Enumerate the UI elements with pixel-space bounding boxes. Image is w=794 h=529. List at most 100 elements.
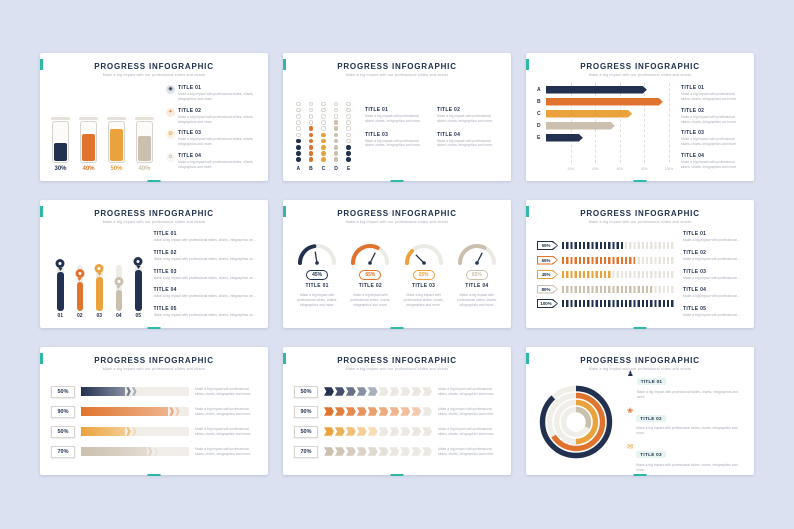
bar-fill [561, 300, 674, 307]
segment [334, 407, 345, 416]
corner-accent-bar [526, 59, 529, 70]
percent-box: 90% [51, 405, 75, 418]
segment [367, 427, 378, 436]
slide-canvas: 50% Make a big impact with professional s… [51, 377, 257, 466]
bar-fill [561, 256, 635, 264]
legend-text: TITLE 04 Make a big impact with professio… [437, 132, 500, 149]
gridline [644, 83, 646, 163]
bar-track [546, 134, 669, 142]
gauge-percent-pill: 45% [306, 269, 329, 280]
slide-card-gradient-arrow-bars: PROGRESS INFOGRAPHIC Make a big impact w… [40, 347, 268, 476]
footer-accent-bar [390, 474, 404, 476]
dot [296, 126, 301, 131]
bar-track [561, 256, 674, 264]
legend-title: TITLE 01 [683, 231, 707, 237]
legend-title: TITLE 03 [178, 130, 202, 137]
slide-subtitle: Make a big impact with our professional … [345, 72, 449, 77]
placeholder-text: Make a big impact with professional slid… [195, 426, 252, 436]
placeholder-text: Make a big impact with professional slid… [153, 238, 255, 242]
placeholder-text: Make a big impact with professional slid… [636, 426, 738, 436]
percent-arrow-tag-inner [538, 257, 557, 264]
segment [356, 407, 367, 416]
dot [321, 144, 326, 150]
slide-card-jar-fill: PROGRESS INFOGRAPHIC Make a big impact w… [40, 53, 268, 182]
jar-cap [79, 117, 98, 120]
segment [422, 447, 433, 456]
legend-item: TITLE 01 Make a big impact with professio… [365, 107, 428, 124]
legend-text: TITLE 02 Make a big impact with professio… [437, 107, 500, 124]
legend-item: TITLE 02 Make a big impact with professio… [437, 107, 500, 124]
legend-text: TITLE 01 Make a big impact with professio… [636, 370, 743, 399]
legend-title: TITLE 01 [153, 231, 177, 237]
gauge-title: TITLE 03 [412, 283, 436, 290]
legend-title: TITLE 03 [364, 131, 389, 138]
footer-accent-bar [147, 474, 161, 476]
pin-bar-label: 03 [96, 313, 103, 319]
segment-track [324, 387, 433, 396]
dot [333, 114, 339, 119]
legend-item: TITLE 04 Make a big impact with professio… [681, 153, 743, 170]
segment [378, 427, 389, 436]
legend-item: TITLE 03 Make a big impact with professio… [681, 130, 743, 147]
slide-canvas: 01 02 03 04 05 TITLE 01 Make a big impact with… [51, 230, 257, 319]
slide-canvas: A B C D E 20% 40% 60% 80% 100% TITLE 01 Make a big … [537, 83, 743, 172]
slide-subtitle: Make a big impact with our professional … [588, 72, 692, 77]
pin-bar-chart: 01 02 03 04 05 TITLE 01 Make a big impact with… [51, 230, 257, 319]
legend-text: TITLE 05 Make a big impact with professio… [154, 306, 258, 318]
percent-label: 55% [541, 243, 551, 248]
dot [308, 120, 314, 125]
placeholder-text: Make a big impact with professional slid… [683, 275, 737, 280]
segment [367, 407, 378, 416]
legend-item: TITLE 03 Make a big impact with professio… [154, 269, 258, 281]
corner-accent-bar [40, 59, 43, 70]
legend-title: TITLE 04 [178, 153, 202, 160]
jar-glass [52, 121, 69, 163]
footer-accent-bar [633, 180, 647, 182]
slide-subtitle: Make a big impact with our professional … [345, 219, 449, 224]
pin-head [133, 256, 143, 266]
segment [378, 407, 389, 416]
footer-accent-bar [147, 180, 161, 182]
legend-item: TITLE 02 Make a big impact with professio… [154, 250, 258, 262]
pin-bar-label: 04 [115, 313, 122, 319]
pin-bars: 01 02 03 04 05 [55, 240, 143, 319]
placeholder-text: Make a big impact with professional slid… [438, 446, 495, 456]
placeholder-text: Make a big impact with professional slid… [195, 446, 252, 456]
sun-icon: ❂ [166, 130, 175, 140]
segment [367, 387, 378, 396]
bar-row: 90% Make a big impact with professional s… [294, 405, 500, 418]
legend-item: ✉ TITLE 03 Make a big impact with professi… [627, 443, 743, 472]
gauge-title: TITLE 04 [465, 283, 489, 290]
percent-arrow-tag-inner [538, 300, 557, 307]
bar-row: B [537, 98, 671, 106]
dot [321, 132, 326, 138]
legend-title: TITLE 02 [153, 249, 177, 256]
legend-text: TITLE 01 Make a big impact with professio… [154, 231, 258, 243]
slide-title: PROGRESS INFOGRAPHIC [580, 62, 700, 71]
legend-text: TITLE 03 Make a big impact with professio… [178, 130, 257, 147]
corner-accent-bar [40, 206, 43, 217]
chevron-icon [126, 427, 131, 436]
legend-item: TITLE 04 Make a big impact with professio… [154, 287, 258, 299]
legend-item: ❀ TITLE 02 Make a big impact with professi… [627, 407, 743, 436]
legend-text: TITLE 03 Make a big impact with professio… [365, 132, 428, 149]
slide-card-striped-bars: PROGRESS INFOGRAPHIC Make a big impact w… [526, 200, 754, 329]
flower-icon: ❀ [627, 405, 634, 415]
pin-dot [117, 279, 121, 283]
slide-card-segmented-arrow-bars: PROGRESS INFOGRAPHIC Make a big impact w… [283, 347, 511, 476]
slide-title: PROGRESS INFOGRAPHIC [94, 62, 214, 71]
pin-point [58, 267, 63, 271]
dot [333, 101, 339, 107]
dot [333, 132, 339, 138]
legend-item: TITLE 02 Make a big impact with professio… [681, 108, 743, 125]
placeholder-text: Make a big impact with professional slid… [683, 256, 737, 261]
gauge-dial [351, 244, 390, 266]
bar-row-label: E [537, 134, 541, 141]
footer-accent-bar [633, 474, 647, 476]
dot [321, 151, 326, 156]
segment [389, 407, 400, 416]
legend-title: TITLE 02 [683, 249, 707, 256]
legend-item: TITLE 03 Make a big impact with professio… [365, 132, 428, 149]
bar-fill [546, 110, 632, 118]
jar-item: 30% [51, 117, 70, 172]
